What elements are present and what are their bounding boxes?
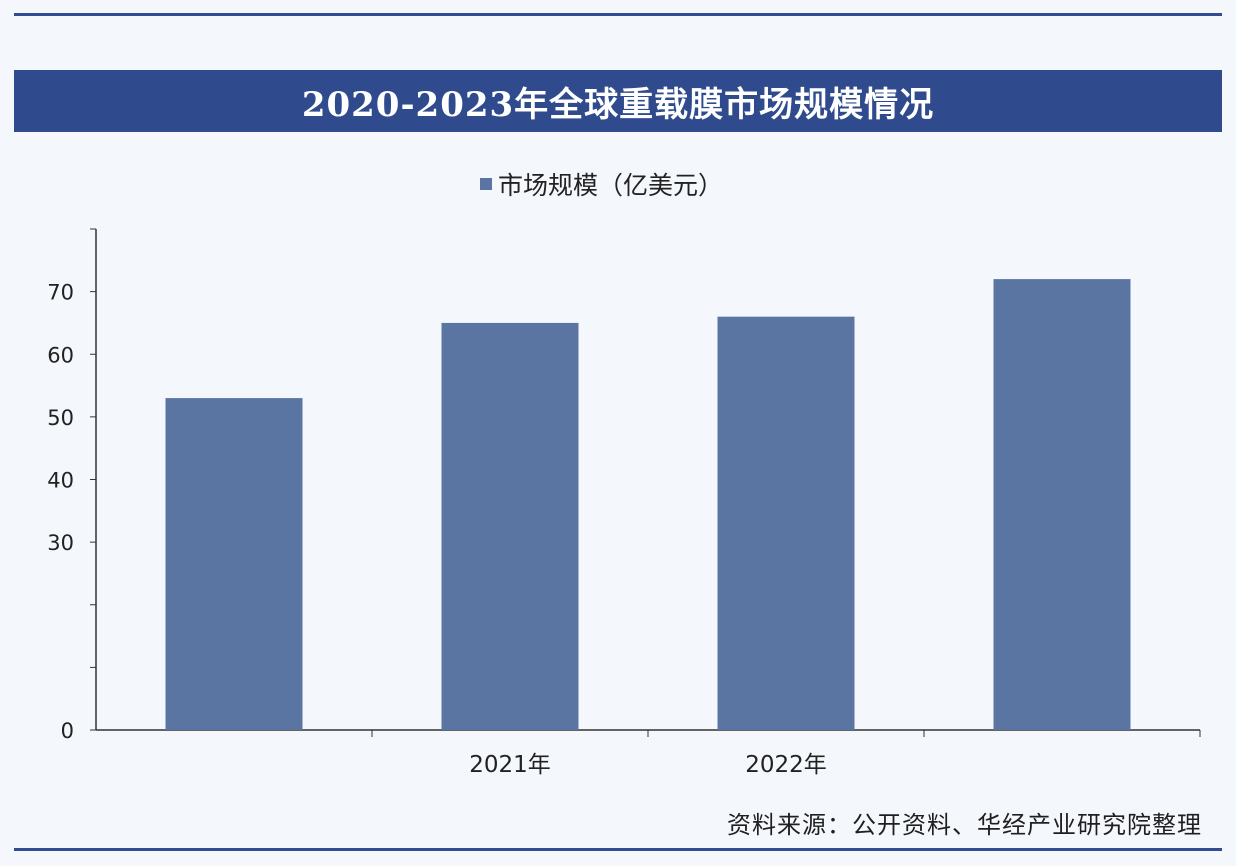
top-rule [14,13,1222,16]
title-bar: 2020-2023年全球重载膜市场规模情况 [14,70,1222,132]
bottom-rule [14,848,1222,851]
x-tick-label: 2021年 [469,752,551,778]
legend: 市场规模（亿美元） [480,167,723,201]
y-tick-label: 0 [61,719,74,743]
bar-2023年 [993,279,1131,730]
legend-swatch [480,178,492,190]
y-tick-label: 60 [47,343,74,367]
bar-2022年 [717,316,855,730]
bar-2021年 [441,322,579,730]
source-note: 资料来源：公开资料、华经产业研究院整理 [727,811,1202,839]
y-tick-label: 40 [47,469,74,493]
x-tick-label: 2022年 [745,752,827,778]
y-tick-label: 70 [47,281,74,305]
y-tick-label: 50 [47,406,74,430]
bar-2020年 [165,398,303,730]
y-tick-label: 30 [47,531,74,555]
chart-title: 2020-2023年全球重载膜市场规模情况 [301,84,935,125]
legend-label: 市场规模（亿美元） [498,171,724,200]
